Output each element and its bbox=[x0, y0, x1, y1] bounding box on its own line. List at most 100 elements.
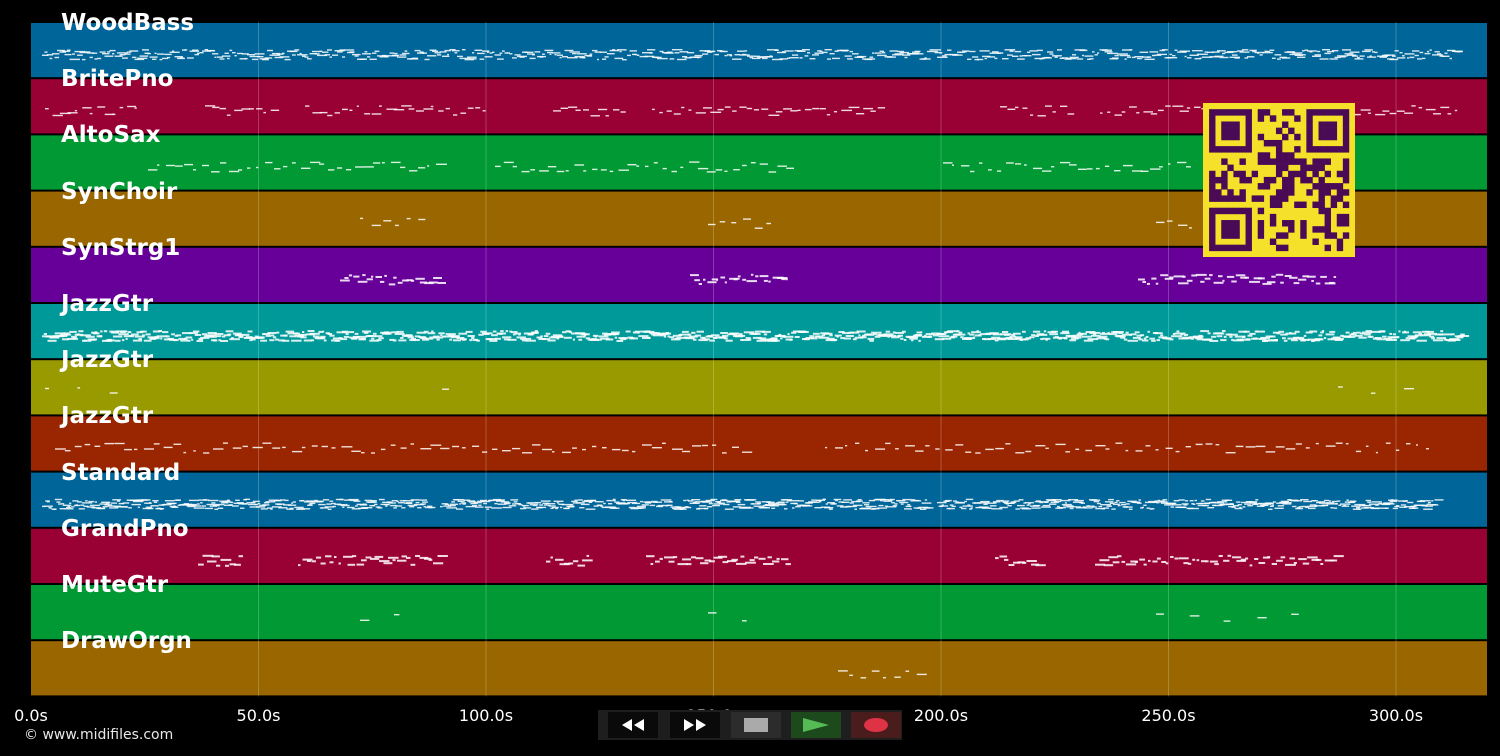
note-mark bbox=[1118, 332, 1123, 335]
note-mark bbox=[716, 501, 721, 503]
note-mark bbox=[686, 563, 692, 566]
note-mark bbox=[172, 50, 175, 52]
note-mark bbox=[576, 502, 585, 504]
note-mark bbox=[1017, 504, 1025, 507]
track-lane[interactable] bbox=[31, 641, 1487, 696]
note-mark bbox=[542, 53, 545, 55]
note-mark bbox=[715, 169, 723, 171]
track-lane[interactable] bbox=[31, 23, 1487, 78]
note-mark bbox=[58, 335, 68, 337]
note-mark bbox=[1245, 338, 1251, 341]
note-mark bbox=[548, 505, 556, 507]
note-mark bbox=[316, 500, 324, 503]
track-lane[interactable] bbox=[31, 585, 1487, 640]
note-mark bbox=[648, 501, 653, 503]
note-mark bbox=[1136, 112, 1140, 114]
note-mark bbox=[652, 447, 662, 449]
note-mark bbox=[228, 504, 233, 506]
note-mark bbox=[673, 113, 681, 115]
note-mark bbox=[550, 556, 553, 559]
note-mark bbox=[1439, 55, 1445, 57]
note-mark bbox=[148, 169, 158, 171]
note-mark bbox=[1104, 51, 1113, 53]
record-button[interactable] bbox=[851, 712, 901, 738]
note-mark bbox=[386, 501, 391, 503]
note-mark bbox=[700, 562, 709, 565]
note-mark bbox=[1052, 336, 1057, 339]
note-mark bbox=[1364, 49, 1373, 51]
note-mark bbox=[187, 57, 194, 59]
track-lane[interactable] bbox=[31, 416, 1487, 471]
note-mark bbox=[863, 107, 873, 110]
note-mark bbox=[674, 337, 679, 340]
note-mark bbox=[1214, 563, 1219, 566]
note-mark bbox=[1403, 330, 1406, 333]
note-mark bbox=[673, 508, 684, 510]
note-mark bbox=[151, 337, 160, 340]
note-mark bbox=[1438, 333, 1443, 336]
note-mark bbox=[1315, 282, 1321, 285]
note-mark bbox=[97, 106, 106, 108]
note-mark bbox=[1389, 332, 1393, 335]
note-mark bbox=[319, 50, 323, 52]
track-lane[interactable] bbox=[31, 528, 1487, 583]
rewind-button[interactable] bbox=[608, 712, 658, 738]
note-mark bbox=[780, 337, 783, 340]
fast-forward-button[interactable] bbox=[670, 712, 720, 738]
note-mark bbox=[222, 55, 231, 57]
note-mark bbox=[1114, 170, 1121, 172]
note-mark bbox=[1123, 338, 1128, 341]
note-mark bbox=[997, 508, 1003, 510]
note-mark bbox=[279, 56, 290, 58]
note-mark bbox=[1191, 274, 1197, 277]
note-mark bbox=[157, 507, 161, 509]
note-mark bbox=[52, 114, 63, 117]
note-mark bbox=[201, 505, 206, 507]
note-mark bbox=[932, 334, 939, 337]
track-lane[interactable] bbox=[31, 360, 1487, 415]
note-mark bbox=[520, 507, 526, 510]
note-mark bbox=[1242, 506, 1246, 508]
note-mark bbox=[164, 500, 175, 502]
note-mark bbox=[61, 503, 65, 505]
note-mark bbox=[1210, 501, 1217, 504]
note-mark bbox=[845, 445, 848, 447]
note-mark bbox=[1083, 339, 1094, 342]
note-mark bbox=[1215, 502, 1224, 504]
note-mark bbox=[1076, 507, 1087, 509]
note-mark bbox=[1255, 499, 1259, 501]
note-mark bbox=[1105, 165, 1110, 167]
note-mark bbox=[342, 108, 348, 111]
note-mark bbox=[959, 506, 963, 508]
note-mark bbox=[232, 52, 236, 54]
note-mark bbox=[505, 503, 510, 505]
note-mark bbox=[961, 507, 967, 510]
note-mark bbox=[929, 49, 933, 51]
note-mark bbox=[737, 275, 741, 278]
track-label: SynChoir bbox=[61, 178, 178, 205]
note-mark bbox=[834, 50, 839, 52]
note-mark bbox=[942, 55, 947, 57]
note-mark bbox=[1285, 502, 1292, 504]
stop-button[interactable] bbox=[731, 712, 781, 738]
note-mark bbox=[324, 506, 335, 508]
note-mark bbox=[1349, 51, 1360, 53]
note-mark bbox=[556, 170, 565, 173]
note-mark bbox=[241, 503, 248, 505]
note-mark bbox=[97, 57, 102, 60]
note-mark bbox=[407, 504, 418, 507]
note-mark bbox=[582, 333, 590, 336]
note-mark bbox=[125, 506, 129, 508]
note-mark bbox=[1333, 507, 1338, 509]
note-mark bbox=[1292, 336, 1300, 339]
note-mark bbox=[446, 507, 457, 509]
note-mark bbox=[1174, 557, 1179, 560]
play-button[interactable] bbox=[791, 712, 841, 738]
note-mark bbox=[895, 448, 899, 450]
note-mark bbox=[698, 339, 708, 342]
note-mark bbox=[1389, 58, 1399, 61]
note-mark bbox=[439, 51, 447, 53]
note-mark bbox=[1145, 335, 1149, 338]
note-mark bbox=[287, 332, 299, 335]
note-mark bbox=[1185, 446, 1191, 448]
